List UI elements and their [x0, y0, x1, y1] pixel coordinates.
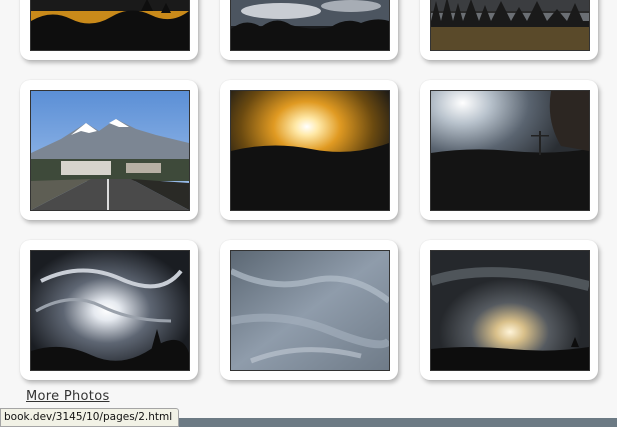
photo-thumbnail[interactable] — [230, 250, 390, 371]
photo-thumbnail[interactable] — [430, 0, 590, 51]
more-photos-link[interactable]: More Photos — [26, 389, 110, 404]
photo-thumbnail[interactable] — [30, 90, 190, 211]
photo-card[interactable] — [220, 80, 398, 220]
photo-thumbnail[interactable] — [30, 0, 190, 51]
photo-card[interactable] — [20, 80, 198, 220]
photo-thumbnail[interactable] — [430, 90, 590, 211]
photo-thumbnail[interactable] — [230, 90, 390, 211]
photo-card[interactable] — [420, 0, 598, 60]
photo-card[interactable] — [420, 240, 598, 380]
photo-card[interactable] — [420, 80, 598, 220]
status-bar-url: book.dev/3145/10/pages/2.html — [0, 408, 180, 427]
photo-card[interactable] — [20, 0, 198, 60]
photo-card[interactable] — [220, 240, 398, 380]
photo-thumbnail[interactable] — [430, 250, 590, 371]
photo-thumbnail[interactable] — [30, 250, 190, 371]
window-bottom-edge — [0, 418, 617, 427]
photo-thumbnail[interactable] — [230, 0, 390, 51]
photo-card[interactable] — [20, 240, 198, 380]
photo-card[interactable] — [220, 0, 398, 60]
